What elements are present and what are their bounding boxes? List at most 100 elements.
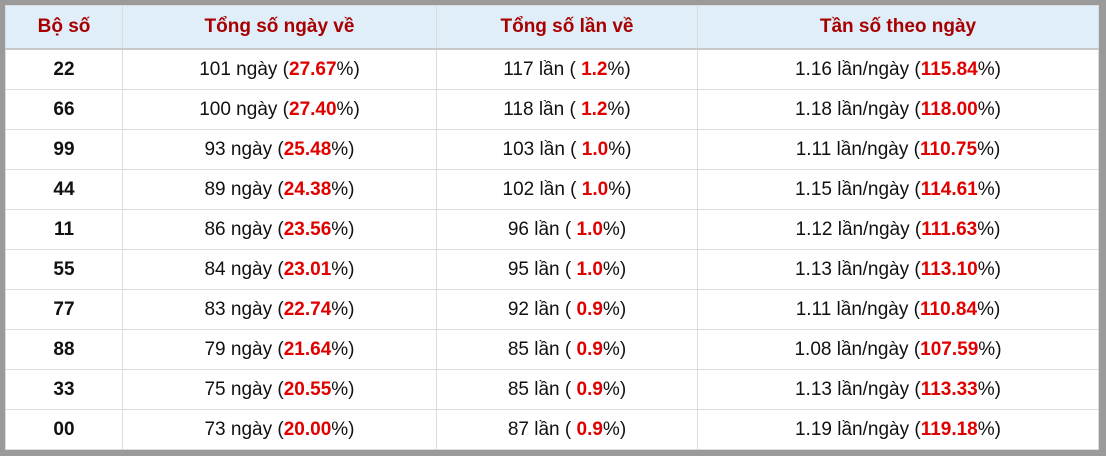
days-cell: 73 ngày (20.00%)	[122, 409, 437, 450]
freq-cell: 1.13 lần/ngày (113.10%)	[697, 249, 1099, 290]
times-cell: 92 lần ( 0.9%)	[436, 289, 698, 330]
header-cell: Tổng số ngày về	[122, 5, 437, 50]
days-cell: 84 ngày (23.01%)	[122, 249, 437, 290]
cell-text: 1.16 lần/ngày (	[794, 58, 921, 80]
cell-text: %)	[977, 298, 1001, 320]
cell-text: 83 ngày (	[204, 298, 284, 320]
table-row: 00 73 ngày (20.00%) 87 lần ( 0.9%) 1.19 lần…	[5, 409, 1099, 450]
cell-text: %)	[977, 378, 1001, 400]
highlight-value: 0.9	[576, 298, 603, 320]
freq-cell: 1.08 lần/ngày (107.59%)	[697, 329, 1099, 370]
highlight-value: 1.0	[581, 138, 609, 160]
cell-text: %)	[977, 178, 1001, 200]
cell-text: %)	[331, 178, 355, 200]
table-row: 44 89 ngày (24.38%) 102 lần ( 1.0%) 1.15 lầ…	[5, 169, 1099, 210]
cell-text: 1.15 lần/ngày (	[794, 178, 921, 200]
highlight-value: 0.9	[576, 418, 603, 440]
cell-text: %)	[602, 418, 627, 440]
days-cell: 75 ngày (20.55%)	[122, 369, 437, 410]
highlight-value: 21.64	[283, 338, 332, 360]
table-row: 77 83 ngày (22.74%) 92 lần ( 0.9%) 1.11 lần…	[5, 289, 1099, 330]
highlight-value: 25.48	[283, 138, 332, 160]
stats-table: Bộ số Tổng số ngày về Tổng số lần về Tần số…	[5, 5, 1099, 450]
freq-cell: 1.11 lần/ngày (110.75%)	[697, 129, 1099, 170]
freq-cell: 1.12 lần/ngày (111.63%)	[697, 209, 1099, 250]
highlight-value: 20.00	[283, 418, 332, 440]
highlight-value: 23.56	[283, 218, 332, 240]
cell-text: 1.11 lần/ngày (	[795, 298, 920, 320]
cell-text: 1.08 lần/ngày (	[794, 338, 921, 360]
cell-text: %)	[331, 338, 355, 360]
cell-text: 89 ngày (	[204, 178, 284, 200]
highlight-value: 27.67	[289, 58, 337, 80]
days-cell: 89 ngày (24.38%)	[122, 169, 437, 210]
times-cell: 102 lần ( 1.0%)	[436, 169, 698, 210]
times-cell: 103 lần ( 1.0%)	[436, 129, 698, 170]
table-row: 66 100 ngày (27.40%) 118 lần ( 1.2%) 1.18 l…	[5, 89, 1099, 130]
pair-cell: 66	[5, 89, 123, 130]
cell-text: %)	[336, 98, 360, 120]
header-cell: Bộ số	[5, 5, 123, 50]
freq-cell: 1.13 lần/ngày (113.33%)	[697, 369, 1099, 410]
cell-text: %)	[331, 378, 355, 400]
cell-text: 93 ngày (	[204, 138, 284, 160]
times-cell: 118 lần ( 1.2%)	[436, 89, 698, 130]
table-row: 88 79 ngày (21.64%) 85 lần ( 0.9%) 1.08 lần…	[5, 329, 1099, 370]
days-cell: 86 ngày (23.56%)	[122, 209, 437, 250]
cell-text: 117 lần (	[503, 58, 582, 80]
cell-text: %)	[607, 58, 631, 80]
freq-cell: 1.19 lần/ngày (119.18%)	[697, 409, 1099, 450]
cell-text: 85 lần (	[507, 378, 577, 400]
highlight-value: 24.38	[283, 178, 332, 200]
cell-text: 102 lần (	[502, 178, 582, 200]
table-row: 11 86 ngày (23.56%) 96 lần ( 1.0%) 1.12 lần…	[5, 209, 1099, 250]
freq-cell: 1.11 lần/ngày (110.84%)	[697, 289, 1099, 330]
cell-text: %)	[977, 218, 1001, 240]
cell-text: %)	[331, 418, 355, 440]
cell-text: 92 lần (	[507, 298, 577, 320]
freq-cell: 1.16 lần/ngày (115.84%)	[697, 48, 1099, 90]
cell-text: %)	[608, 138, 632, 160]
days-cell: 101 ngày (27.67%)	[122, 48, 437, 90]
pair-cell: 22	[5, 48, 123, 90]
highlight-value: 110.84	[919, 298, 978, 320]
cell-text: 103 lần (	[502, 138, 582, 160]
highlight-value: 114.61	[920, 178, 978, 200]
table-row: 99 93 ngày (25.48%) 103 lần ( 1.0%) 1.11 lầ…	[5, 129, 1099, 170]
cell-text: %)	[977, 418, 1001, 440]
cell-text: 86 ngày (	[204, 218, 284, 240]
times-cell: 95 lần ( 1.0%)	[436, 249, 698, 290]
header-cell: Tổng số lần về	[436, 5, 698, 50]
days-cell: 83 ngày (22.74%)	[122, 289, 437, 330]
freq-cell: 1.18 lần/ngày (118.00%)	[697, 89, 1099, 130]
table-row: 55 84 ngày (23.01%) 95 lần ( 1.0%) 1.13 lần…	[5, 249, 1099, 290]
table-row: 22 101 ngày (27.67%) 117 lần ( 1.2%) 1.16 l…	[5, 48, 1099, 90]
cell-text: 96 lần (	[507, 218, 577, 240]
highlight-value: 1.2	[581, 58, 608, 80]
cell-text: %)	[602, 298, 627, 320]
cell-text: %)	[977, 58, 1001, 80]
table-row: 33 75 ngày (20.55%) 85 lần ( 0.9%) 1.13 lần…	[5, 369, 1099, 410]
cell-text: 85 lần (	[507, 338, 577, 360]
highlight-value: 1.0	[576, 258, 603, 280]
times-cell: 96 lần ( 1.0%)	[436, 209, 698, 250]
cell-text: 1.19 lần/ngày (	[794, 418, 921, 440]
cell-text: 1.12 lần/ngày (	[795, 218, 922, 240]
highlight-value: 111.63	[921, 218, 978, 240]
highlight-value: 118.00	[920, 98, 978, 120]
cell-text: %)	[331, 258, 355, 280]
highlight-value: 113.10	[920, 258, 978, 280]
highlight-value: 0.9	[576, 378, 603, 400]
highlight-value: 20.55	[283, 378, 332, 400]
cell-text: %)	[336, 58, 360, 80]
cell-text: 84 ngày (	[204, 258, 284, 280]
cell-text: 73 ngày (	[204, 418, 284, 440]
cell-text: %)	[602, 378, 627, 400]
highlight-value: 1.0	[576, 218, 603, 240]
pair-cell: 88	[5, 329, 123, 370]
cell-text: %)	[331, 138, 355, 160]
cell-text: %)	[977, 98, 1001, 120]
days-cell: 79 ngày (21.64%)	[122, 329, 437, 370]
pair-cell: 77	[5, 289, 123, 330]
